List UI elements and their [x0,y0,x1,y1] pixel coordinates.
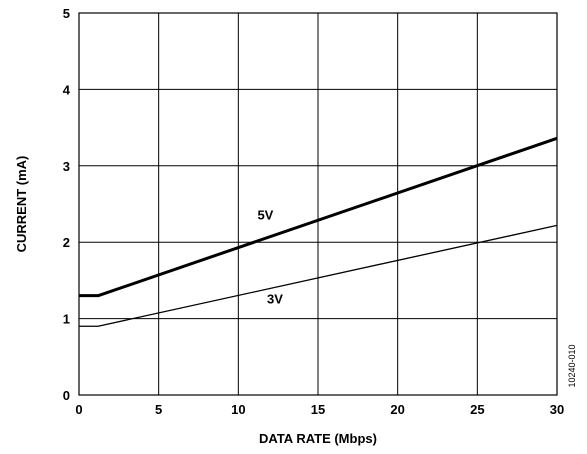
y-tick-label: 1 [63,312,70,327]
x-tick-label: 25 [470,402,484,417]
y-tick-label: 2 [63,235,70,250]
x-tick-label: 5 [155,402,162,417]
y-tick-label: 4 [63,82,71,97]
y-tick-label: 0 [63,388,70,403]
y-axis-title: CURRENT (mA) [14,156,29,253]
x-tick-label: 0 [75,402,82,417]
y-tick-label: 5 [63,6,70,21]
x-tick-label: 10 [231,402,245,417]
x-tick-label: 20 [390,402,404,417]
series-label-5v: 5V [257,207,273,222]
plot-frame [78,12,558,396]
y-tick-label: 3 [63,159,70,174]
x-tick-label: 30 [550,402,564,417]
figure-id: 10240-010 [567,344,577,387]
x-tick-label: 15 [311,402,325,417]
x-tick-labels: 0 5 10 15 20 25 30 [75,402,564,417]
y-tick-labels: 0 1 2 3 4 5 [63,6,71,403]
series-line-5v [79,136,558,298]
series-lines [79,136,558,327]
series-label-3v: 3V [267,291,283,306]
grid [78,12,558,396]
x-axis-title: DATA RATE (Mbps) [259,431,377,446]
series-line-3v [79,224,558,327]
